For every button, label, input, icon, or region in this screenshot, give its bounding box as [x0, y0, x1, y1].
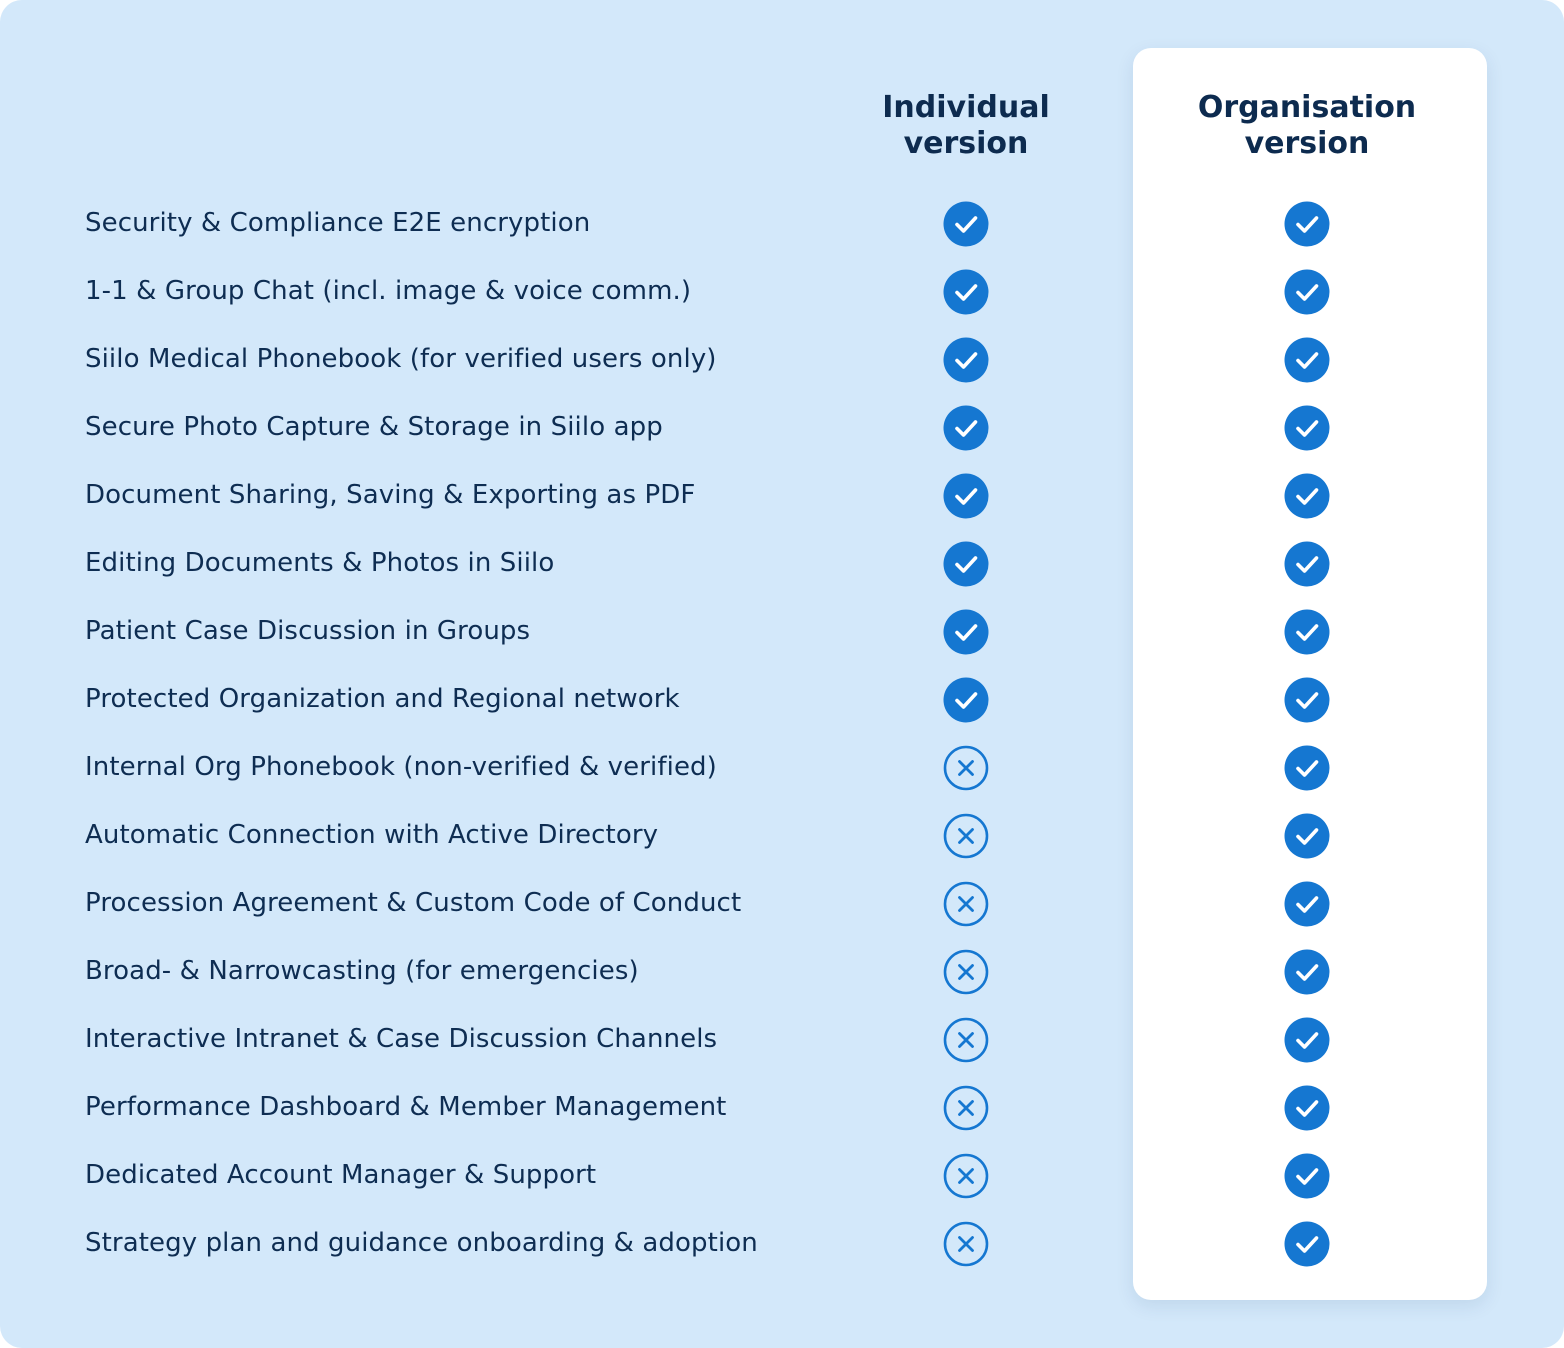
- check-icon: [1284, 813, 1330, 859]
- feature-label: Secure Photo Capture & Storage in Siilo …: [85, 412, 663, 442]
- feature-row: Performance Dashboard & Member Managemen…: [0, 1073, 1564, 1141]
- check-icon: [943, 609, 989, 655]
- cross-icon: [943, 745, 989, 791]
- feature-row: Protected Organization and Regional netw…: [0, 665, 1564, 733]
- check-icon: [1284, 1221, 1330, 1267]
- cross-icon: [943, 1153, 989, 1199]
- check-icon: [1284, 201, 1330, 247]
- cross-icon: [943, 949, 989, 995]
- feature-row: Broad- & Narrowcasting (for emergencies): [0, 937, 1564, 1005]
- feature-row: Security & Compliance E2E encryption: [0, 189, 1564, 257]
- check-icon: [1284, 677, 1330, 723]
- check-icon: [1284, 473, 1330, 519]
- check-icon: [1284, 269, 1330, 315]
- cross-icon: [943, 813, 989, 859]
- cross-icon: [943, 881, 989, 927]
- feature-row: Internal Org Phonebook (non-verified & v…: [0, 733, 1564, 801]
- check-icon: [1284, 1085, 1330, 1131]
- check-icon: [1284, 609, 1330, 655]
- check-icon: [943, 541, 989, 587]
- feature-label: Siilo Medical Phonebook (for verified us…: [85, 344, 717, 374]
- check-icon: [1284, 337, 1330, 383]
- feature-row: Automatic Connection with Active Directo…: [0, 801, 1564, 869]
- check-icon: [1284, 1017, 1330, 1063]
- individual-header-line1: Individual: [882, 90, 1050, 125]
- check-icon: [1284, 541, 1330, 587]
- feature-row: Secure Photo Capture & Storage in Siilo …: [0, 393, 1564, 461]
- individual-version-header: Individual version: [835, 90, 1097, 162]
- feature-label: Security & Compliance E2E encryption: [85, 208, 591, 238]
- feature-label: Dedicated Account Manager & Support: [85, 1160, 597, 1190]
- cross-icon: [943, 1085, 989, 1131]
- feature-label: Editing Documents & Photos in Siilo: [85, 548, 555, 578]
- check-icon: [943, 677, 989, 723]
- check-icon: [1284, 745, 1330, 791]
- feature-row: Strategy plan and guidance onboarding & …: [0, 1209, 1564, 1277]
- feature-row: Siilo Medical Phonebook (for verified us…: [0, 325, 1564, 393]
- feature-label: Document Sharing, Saving & Exporting as …: [85, 480, 696, 510]
- feature-row: Document Sharing, Saving & Exporting as …: [0, 461, 1564, 529]
- check-icon: [943, 201, 989, 247]
- feature-row: Interactive Intranet & Case Discussion C…: [0, 1005, 1564, 1073]
- organisation-header-line1: Organisation: [1197, 90, 1417, 125]
- feature-label: Protected Organization and Regional netw…: [85, 684, 680, 714]
- feature-label: Automatic Connection with Active Directo…: [85, 820, 659, 850]
- check-icon: [943, 473, 989, 519]
- feature-label: Strategy plan and guidance onboarding & …: [85, 1228, 758, 1258]
- feature-row: Procession Agreement & Custom Code of Co…: [0, 869, 1564, 937]
- check-icon: [1284, 881, 1330, 927]
- feature-label: Interactive Intranet & Case Discussion C…: [85, 1024, 718, 1054]
- check-icon: [1284, 949, 1330, 995]
- feature-label: Patient Case Discussion in Groups: [85, 616, 531, 646]
- feature-row: Dedicated Account Manager & Support: [0, 1141, 1564, 1209]
- check-icon: [943, 405, 989, 451]
- check-icon: [1284, 405, 1330, 451]
- feature-label: Procession Agreement & Custom Code of Co…: [85, 888, 742, 918]
- check-icon: [943, 269, 989, 315]
- feature-row: Editing Documents & Photos in Siilo: [0, 529, 1564, 597]
- cross-icon: [943, 1017, 989, 1063]
- feature-label: Broad- & Narrowcasting (for emergencies): [85, 956, 639, 986]
- feature-row: Patient Case Discussion in Groups: [0, 597, 1564, 665]
- feature-list: Security & Compliance E2E encryption 1-1 …: [0, 189, 1564, 1277]
- organisation-version-header: Organisation version: [1150, 90, 1464, 162]
- cross-icon: [943, 1221, 989, 1267]
- feature-label: Internal Org Phonebook (non-verified & v…: [85, 752, 717, 782]
- organisation-header-line2: version: [1244, 126, 1370, 161]
- feature-row: 1-1 & Group Chat (incl. image & voice co…: [0, 257, 1564, 325]
- check-icon: [943, 337, 989, 383]
- feature-label: Performance Dashboard & Member Managemen…: [85, 1092, 727, 1122]
- feature-label: 1-1 & Group Chat (incl. image & voice co…: [85, 276, 692, 306]
- check-icon: [1284, 1153, 1330, 1199]
- individual-header-line2: version: [903, 126, 1029, 161]
